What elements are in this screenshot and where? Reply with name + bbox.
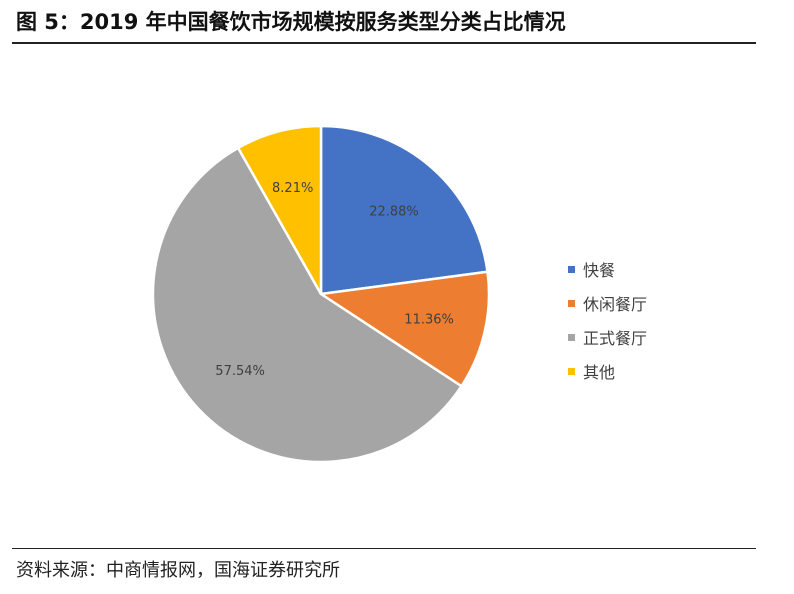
pie-slices	[151, 124, 491, 464]
pie-slice-4	[236, 124, 323, 296]
legend-label: 快餐	[583, 261, 615, 280]
legend-label: 其他	[583, 363, 615, 382]
title-divider	[12, 42, 756, 44]
legend-item-1: 快餐	[568, 261, 615, 280]
legend-item-2: 休闲餐厅	[568, 295, 647, 314]
legend-label: 休闲餐厅	[583, 295, 647, 314]
pie-value-label-3: 57.54%	[215, 364, 265, 379]
pie-value-label-1: 22.88%	[369, 205, 419, 220]
source-note: 资料来源：中商情报网，国海证券研究所	[16, 560, 340, 581]
pie-value-labels: 22.88% 11.36% 57.54% 8.21%	[215, 181, 454, 379]
legend-swatch	[568, 266, 575, 273]
pie-slice-3	[151, 146, 463, 464]
pie-value-label-4: 8.21%	[272, 181, 313, 196]
legend-swatch	[568, 368, 575, 375]
pie-slice-2	[319, 270, 491, 388]
legend-item-3: 正式餐厅	[568, 329, 647, 348]
figure-title: 图 5：2019 年中国餐饮市场规模按服务类型分类占比情况	[16, 10, 566, 34]
legend-swatch	[568, 334, 575, 341]
legend-item-4: 其他	[568, 363, 615, 382]
source-divider	[12, 548, 756, 549]
pie-value-label-2: 11.36%	[404, 313, 454, 328]
legend-swatch	[568, 300, 575, 307]
pie-slice-1	[319, 124, 489, 296]
legend-label: 正式餐厅	[583, 329, 647, 348]
